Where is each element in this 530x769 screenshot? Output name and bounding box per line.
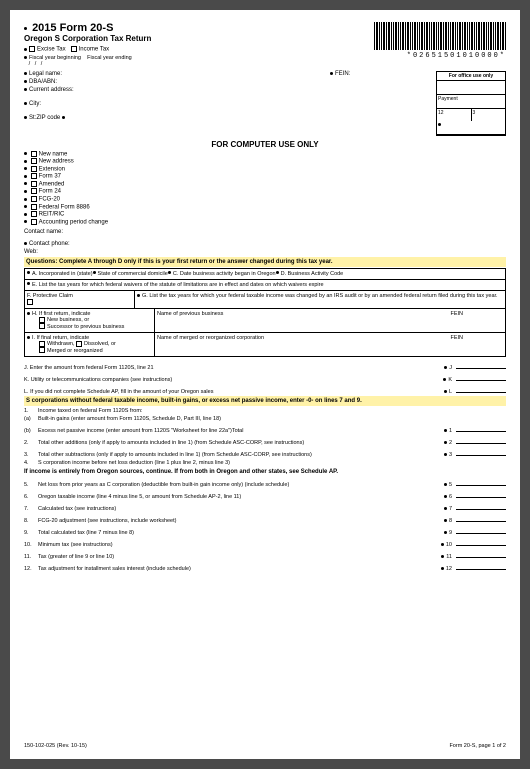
if-income-note: If income is entirely from Oregon source… bbox=[24, 469, 506, 475]
fein-label: FEIN: bbox=[335, 71, 350, 77]
barcode-area: *02651501010000* bbox=[374, 22, 506, 60]
questions-header: Questions: Complete A through D only if … bbox=[24, 257, 506, 267]
questions-section: A. Incorporated in (state) State of comm… bbox=[24, 268, 506, 356]
acct-period-checkbox[interactable] bbox=[31, 219, 37, 225]
line-9-input[interactable] bbox=[456, 526, 506, 534]
form-subtitle: Oregon S Corporation Tax Return bbox=[24, 34, 374, 43]
line-5-input[interactable] bbox=[456, 478, 506, 486]
dissolved-checkbox[interactable] bbox=[76, 341, 82, 347]
line-7-input[interactable] bbox=[456, 502, 506, 510]
page-number: Form 20-S, page 1 of 2 bbox=[449, 743, 506, 749]
withdrawn-checkbox[interactable] bbox=[39, 341, 45, 347]
line-2-input[interactable] bbox=[456, 436, 506, 444]
protective-claim-checkbox[interactable] bbox=[27, 299, 33, 305]
fiscal-year-row: Fiscal year beginning Fiscal year ending… bbox=[24, 55, 374, 67]
barcode-number: *02651501010000* bbox=[374, 52, 506, 60]
computer-use-label: FOR COMPUTER USE ONLY bbox=[24, 140, 506, 149]
page-footer: 150-102-025 (Rev. 10-15) Form 20-S, page… bbox=[24, 743, 506, 749]
scorp-header: S corporations without federal taxable i… bbox=[24, 396, 506, 406]
stzip-label: St:ZIP code bbox=[29, 115, 60, 121]
line-11-input[interactable] bbox=[456, 550, 506, 558]
line-3-input[interactable] bbox=[456, 448, 506, 456]
line-1-input[interactable] bbox=[456, 424, 506, 432]
income-tax-checkbox[interactable] bbox=[71, 46, 77, 52]
excise-tax-checkbox[interactable] bbox=[29, 46, 35, 52]
line-8-input[interactable] bbox=[456, 514, 506, 522]
line-6-input[interactable] bbox=[456, 490, 506, 498]
web-label: Web: bbox=[24, 249, 506, 255]
line-10-input[interactable] bbox=[456, 538, 506, 546]
contact-phone-label: Contact phone: bbox=[29, 241, 70, 247]
line-12-input[interactable] bbox=[456, 562, 506, 570]
office-use-header: For office use only bbox=[437, 72, 505, 81]
form24-checkbox[interactable] bbox=[31, 188, 37, 194]
line-k-input[interactable] bbox=[456, 373, 506, 381]
new-name-checkbox[interactable] bbox=[31, 151, 37, 157]
extension-checkbox[interactable] bbox=[31, 166, 37, 172]
city-label: City: bbox=[29, 101, 41, 107]
office-use-box: For office use only Payment 123 bbox=[436, 71, 506, 136]
fed8886-checkbox[interactable] bbox=[31, 204, 37, 210]
dba-label: DBA/ABN: bbox=[29, 79, 57, 85]
new-address-checkbox[interactable] bbox=[31, 158, 37, 164]
info-section: Legal name: DBA/ABN: Current address: Ci… bbox=[24, 71, 506, 136]
new-business-checkbox[interactable] bbox=[39, 317, 45, 323]
merged-checkbox[interactable] bbox=[39, 347, 45, 353]
form-revision: 150-102-025 (Rev. 10-15) bbox=[24, 743, 87, 749]
fcg20-checkbox[interactable] bbox=[31, 196, 37, 202]
barcode bbox=[374, 22, 506, 50]
address-label: Current address: bbox=[29, 87, 74, 93]
checkbox-section: New name New address Extension Form 37 A… bbox=[24, 151, 506, 226]
successor-checkbox[interactable] bbox=[39, 323, 45, 329]
contact-name-label: Contact name: bbox=[24, 229, 506, 235]
reit-checkbox[interactable] bbox=[31, 211, 37, 217]
tax-type-row: Excise Tax Income Tax bbox=[24, 46, 374, 53]
form-header: 2015 Form 20-S Oregon S Corporation Tax … bbox=[24, 22, 506, 67]
amended-checkbox[interactable] bbox=[31, 181, 37, 187]
tax-form-page: 2015 Form 20-S Oregon S Corporation Tax … bbox=[10, 10, 520, 759]
payment-cell: Payment bbox=[437, 95, 505, 109]
form-title: 2015 Form 20-S bbox=[24, 22, 374, 34]
line-j-input[interactable] bbox=[456, 361, 506, 369]
line-l-input[interactable] bbox=[456, 385, 506, 393]
form37-checkbox[interactable] bbox=[31, 173, 37, 179]
legal-name-label: Legal name: bbox=[29, 71, 62, 77]
